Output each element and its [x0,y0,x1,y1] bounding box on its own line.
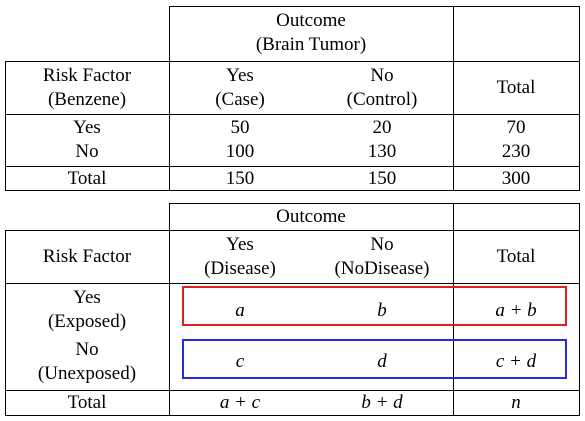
total-row-label: Total [67,392,107,413]
no-column-header: No [370,234,394,255]
table-cell: 20 [372,117,392,138]
table-cell: 150 [225,168,255,189]
row-label-no: No [75,141,99,162]
table-cell: 70 [506,117,526,138]
table-cell: a + c [219,392,261,413]
row-sublabel-exposed: (Exposed) [47,311,127,332]
table-cell: 300 [501,168,531,189]
row-label-yes: Yes [73,287,101,308]
risk-factor-subheader: (Benzene) [47,89,127,110]
table-cell: d [377,351,387,372]
table-rule [5,230,580,231]
table-cell: 130 [367,141,397,162]
table-border [579,6,580,191]
no-column-header: No [370,65,394,86]
no-column-subheader: (Control) [346,89,418,110]
table-cell: 150 [367,168,397,189]
benzene-contingency-table: Outcome (Brain Tumor) Risk Factor (Benze… [5,6,580,191]
no-column-subheader: (NoDisease) [334,258,430,279]
unexposed-row-highlight [182,339,567,379]
table-cell: n [511,392,521,413]
table-border [5,230,6,416]
outcome-header: Outcome [276,10,346,31]
table-cell: 230 [501,141,531,162]
table-rule [5,61,580,62]
row-label-yes: Yes [73,117,101,138]
table-rule [5,114,580,115]
table-rule [5,390,580,391]
table-rule [5,283,580,284]
table-rule [169,6,170,191]
exposed-row-highlight [182,286,567,326]
table-rule [169,203,170,416]
outcome-header: Outcome [276,206,346,227]
table-border [5,415,580,416]
table-cell: c [235,351,245,372]
row-label-no: No [75,339,99,360]
table-border [169,6,580,7]
yes-column-header: Yes [226,65,254,86]
yes-column-subheader: (Case) [215,89,265,110]
table-rule [5,166,580,167]
table-cell: c + d [495,351,537,372]
total-row-label: Total [67,168,107,189]
table-cell: a + b [495,300,537,321]
table-cell: 100 [225,141,255,162]
table-cell: b [377,300,387,321]
risk-factor-header: Risk Factor [42,246,132,267]
yes-column-subheader: (Disease) [204,258,276,279]
yes-column-header: Yes [226,234,254,255]
table-border [579,203,580,416]
table-cell: 50 [230,117,250,138]
table-cell: b + d [361,392,403,413]
row-sublabel-unexposed: (Unexposed) [37,363,137,384]
table-rule [453,6,454,191]
risk-factor-header: Risk Factor [42,65,132,86]
general-contingency-table: Outcome Risk Factor Yes (Disease) No (No… [5,203,580,416]
table-border [5,61,6,191]
total-column-header: Total [496,246,536,267]
table-cell: a [235,300,245,321]
table-rule [453,203,454,416]
table-border [5,190,580,191]
total-column-header: Total [496,77,536,98]
outcome-subheader: (Brain Tumor) [255,34,367,55]
table-border [169,203,580,204]
